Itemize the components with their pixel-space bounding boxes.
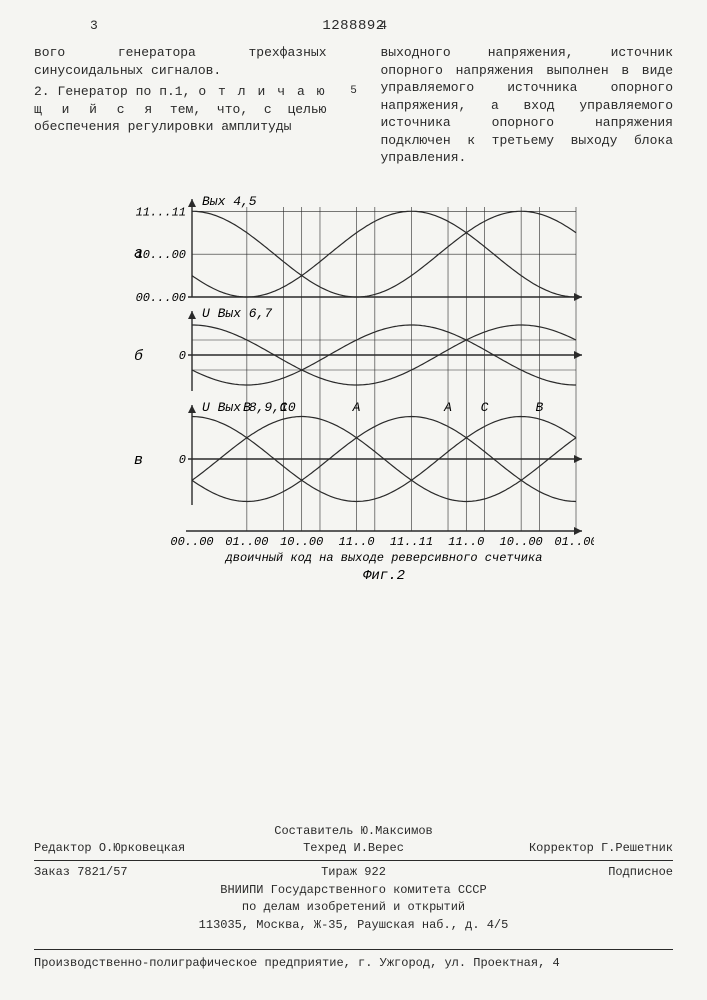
org-address: 113035, Москва, Ж-35, Раушская наб., д. … <box>34 917 673 934</box>
compiler-label: Составитель <box>274 824 353 838</box>
svg-text:а: а <box>134 245 143 262</box>
svg-text:11...11: 11...11 <box>135 205 185 219</box>
editor-label: Редактор <box>34 841 92 855</box>
svg-text:в: в <box>134 452 143 469</box>
order-label: Заказ <box>34 865 70 879</box>
org-line-1: ВНИИПИ Государственного комитета СССР <box>34 882 673 899</box>
right-p1: выходного напряжения, источник опорного … <box>381 44 674 167</box>
svg-text:10..00: 10..00 <box>280 535 323 549</box>
imprint-footer: Составитель Ю.Максимов Редактор О.Юркове… <box>34 823 673 934</box>
svg-text:10..00: 10..00 <box>499 535 542 549</box>
left-p1: вого генератора трехфазных синусоидальны… <box>34 44 327 79</box>
figure-2: 00..00 01..00 10..00 11..0 11..11 11..0 10..00… <box>114 185 594 615</box>
svg-text:00..00: 00..00 <box>170 535 213 549</box>
svg-text:10...00: 10...00 <box>135 248 185 262</box>
svg-text:Вых 4,5: Вых 4,5 <box>202 194 257 209</box>
svg-text:B: B <box>242 400 250 415</box>
left-p2-prefix: 2. Генератор по п.1, <box>34 84 198 99</box>
svg-text:01..00: 01..00 <box>554 535 594 549</box>
compiler-name: Ю.Максимов <box>361 824 433 838</box>
org-line-2: по делам изобретений и открытий <box>34 899 673 916</box>
svg-text:11..11: 11..11 <box>389 535 432 549</box>
svg-text:0: 0 <box>178 349 185 363</box>
svg-text:двоичный код на выходе реверси: двоичный код на выходе реверсивного счет… <box>224 551 542 565</box>
document-number: 1288892 <box>0 18 707 34</box>
techred-label: Техред <box>303 841 346 855</box>
svg-text:C: C <box>480 400 488 415</box>
text-columns: вого генератора трехфазных синусоидальны… <box>34 18 673 171</box>
right-column: выходного напряжения, источник опорного … <box>381 44 674 171</box>
svg-text:A: A <box>443 400 452 415</box>
editor-name: О.Юрковецкая <box>99 841 185 855</box>
svg-text:B: B <box>535 400 543 415</box>
svg-text:б: б <box>134 348 144 365</box>
svg-text:Фиг.2: Фиг.2 <box>362 568 404 584</box>
svg-text:U Вых 6,7: U Вых 6,7 <box>202 306 272 321</box>
colophon-text: Производственно-полиграфическое предприя… <box>34 956 560 970</box>
left-column: вого генератора трехфазных синусоидальны… <box>34 44 327 171</box>
svg-text:C: C <box>279 400 287 415</box>
page-num-right: 4 <box>379 18 387 33</box>
techred-name: И.Верес <box>354 841 404 855</box>
svg-text:A: A <box>351 400 360 415</box>
corrector-label: Корректор <box>529 841 594 855</box>
svg-text:11..0: 11..0 <box>338 535 374 549</box>
left-p2: 2. Генератор по п.1, о т л и ч а ю щ и й… <box>34 83 327 136</box>
tirazh-num: 922 <box>364 865 386 879</box>
svg-text:00...00: 00...00 <box>135 291 185 305</box>
order-num: 7821/57 <box>77 865 127 879</box>
podpisnoe: Подписное <box>608 865 673 879</box>
svg-text:01..00: 01..00 <box>225 535 268 549</box>
line-marker: 5 <box>347 44 361 171</box>
svg-text:0: 0 <box>178 453 185 467</box>
svg-text:11..0: 11..0 <box>448 535 484 549</box>
corrector-name: Г.Решетник <box>601 841 673 855</box>
colophon: Производственно-полиграфическое предприя… <box>34 947 673 970</box>
tirazh-label: Тираж <box>321 865 357 879</box>
